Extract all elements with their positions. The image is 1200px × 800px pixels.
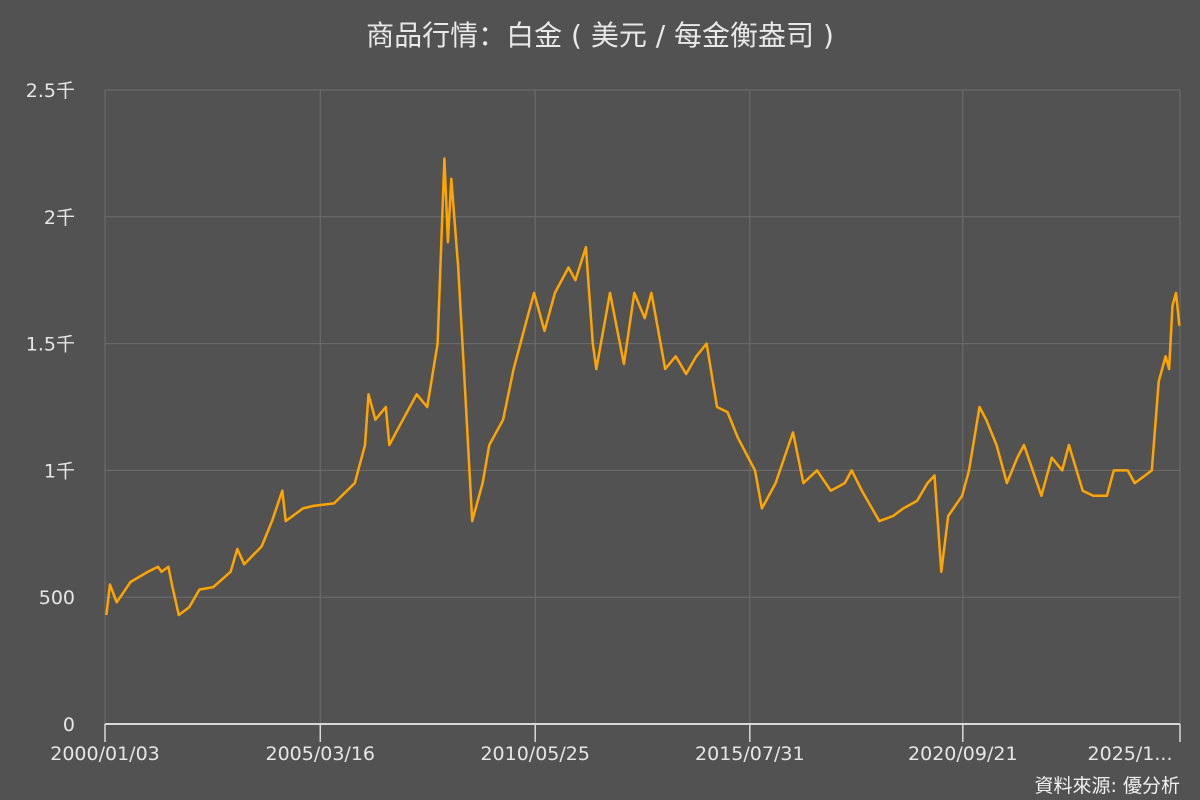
y-tick-label: 1千 (44, 460, 75, 482)
series (105, 157, 1181, 617)
y-tick-label: 500 (39, 587, 75, 609)
y-tick-label: 2千 (44, 207, 75, 229)
x-tick-label: 2005/03/16 (266, 743, 376, 765)
price-line (105, 157, 1181, 617)
x-tick-label: 2010/05/25 (480, 743, 590, 765)
x-tick-label: 2020/09/21 (908, 743, 1018, 765)
chart-title: 商品行情：白金 ( 美元 / 每金衡盎司 ) (366, 19, 834, 52)
x-tick-label: 2015/07/31 (695, 743, 805, 765)
y-tick-label: 2.5千 (26, 80, 75, 102)
x-tick-label: 2025/1... (1088, 743, 1173, 765)
y-tick-label: 0 (63, 714, 75, 736)
x-tick-label: 2000/01/03 (50, 743, 160, 765)
source-credit: 資料來源: 優分析 (1034, 775, 1180, 797)
grid (104, 89, 1181, 724)
y-tick-label: 1.5千 (26, 334, 75, 356)
axes: 0 500 1千 1.5千 2千 2.5千 2000/01/03 2005/03/16 2010… (26, 80, 1181, 765)
